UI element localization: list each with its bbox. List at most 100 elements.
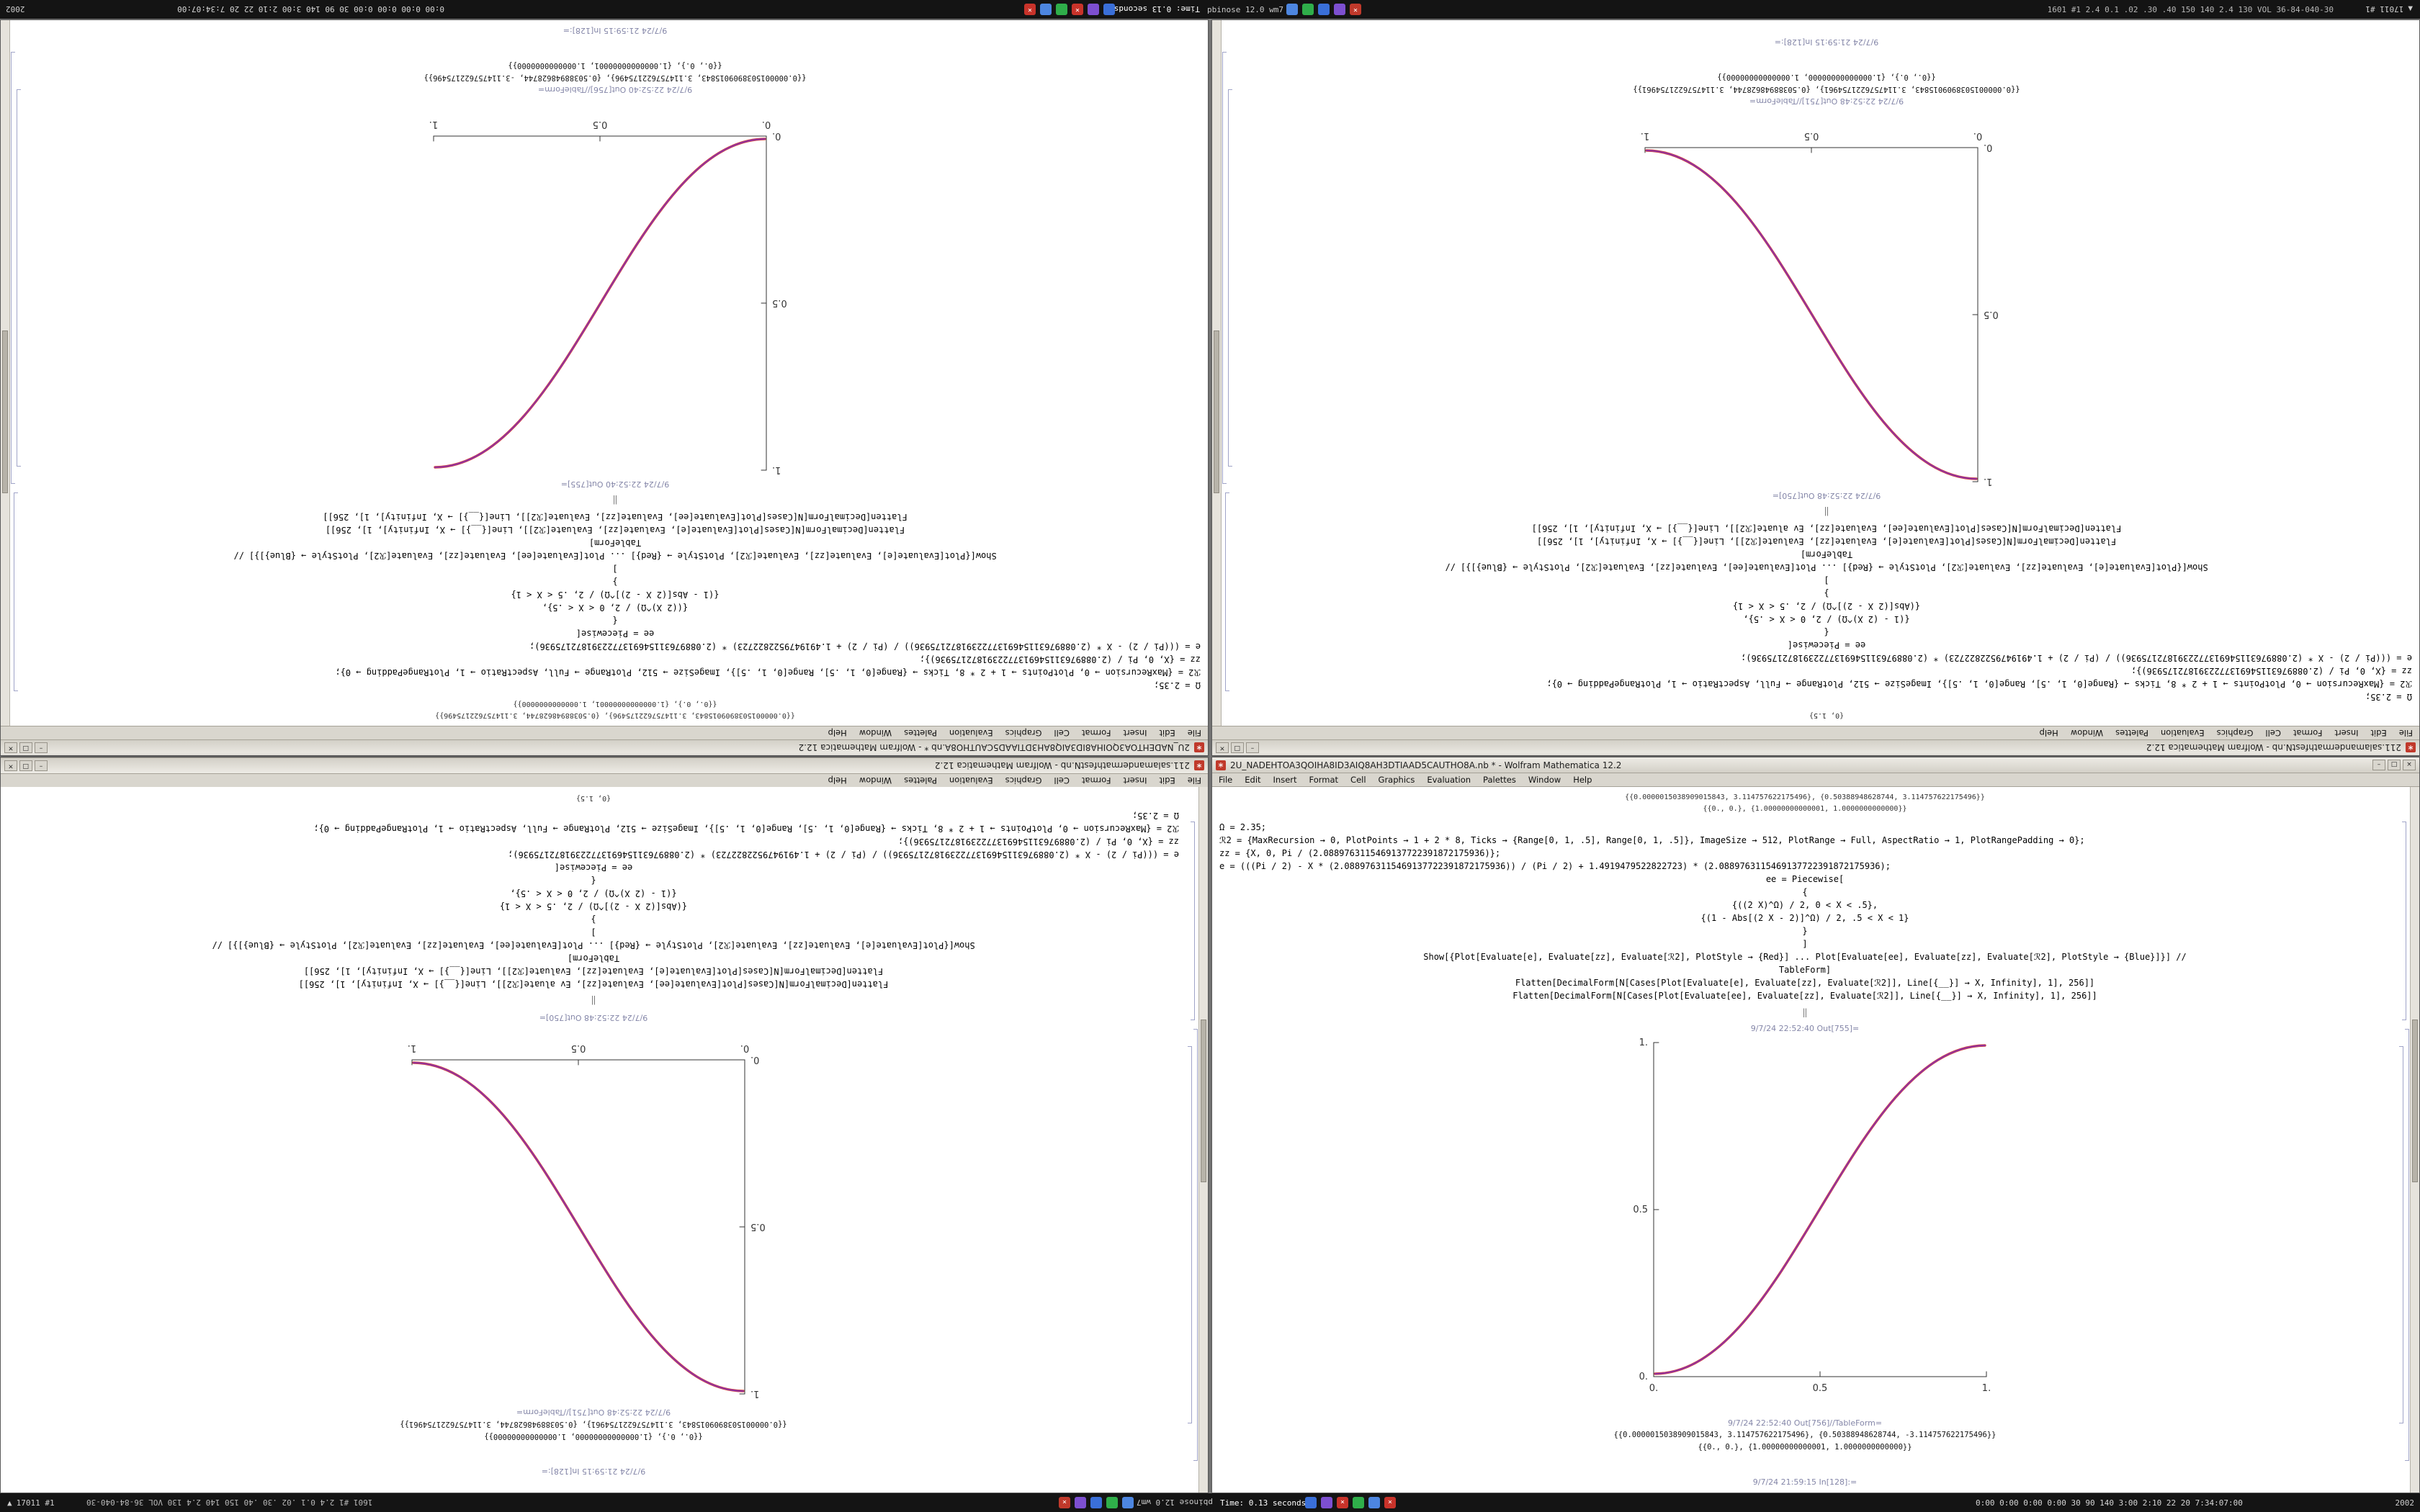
input-code-line[interactable]: ] bbox=[612, 564, 618, 574]
menu-item-file[interactable]: File bbox=[1187, 728, 1201, 738]
input-code-line[interactable]: Flatten[DecimalForm[N[Cases[Plot[Evaluat… bbox=[325, 525, 905, 535]
input-code-line[interactable]: } bbox=[591, 914, 596, 924]
input-code-line[interactable]: ] bbox=[1824, 575, 1829, 585]
cell-bracket[interactable] bbox=[2399, 1046, 2403, 1423]
cell-bracket[interactable] bbox=[1228, 89, 1232, 467]
menu-item-graphics[interactable]: Graphics bbox=[1378, 775, 1415, 785]
menu-item-evaluation[interactable]: Evaluation bbox=[2160, 728, 2205, 738]
cell-bracket[interactable] bbox=[11, 52, 15, 484]
menu-item-cell[interactable]: Cell bbox=[2265, 728, 2281, 738]
menu-item-palettes[interactable]: Palettes bbox=[1483, 775, 1516, 785]
input-code-line[interactable]: zz = {X, 0, Pi / (2.08897631154691377223… bbox=[897, 837, 1179, 847]
minimize-button[interactable]: – bbox=[2372, 760, 2385, 770]
menu-item-cell[interactable]: Cell bbox=[1054, 775, 1070, 786]
blue-app-icon[interactable] bbox=[1090, 1497, 1102, 1508]
input-code-line[interactable]: } bbox=[1824, 588, 1829, 598]
menu-item-window[interactable]: Window bbox=[859, 775, 892, 786]
input-code-line[interactable]: zz = {X, 0, Pi / (2.08897631154691377223… bbox=[1219, 848, 1501, 858]
input-code-line[interactable]: {((2 X)^Ω) / 2, 0 < X < .5}, bbox=[542, 603, 689, 613]
green-app-icon-2[interactable] bbox=[1353, 1497, 1364, 1508]
input-code-line[interactable]: Show[{Plot[Evaluate[e], Evaluate[zz], Ev… bbox=[1445, 562, 2208, 572]
mathematica-taskbar-icon[interactable]: × bbox=[1350, 4, 1361, 15]
menu-item-cell[interactable]: Cell bbox=[1054, 728, 1070, 738]
menu-item-format[interactable]: Format bbox=[1081, 728, 1111, 738]
violet-app-icon[interactable] bbox=[1075, 1497, 1086, 1508]
menu-item-edit[interactable]: Edit bbox=[2370, 728, 2387, 738]
maximize-button[interactable]: □ bbox=[19, 742, 32, 753]
input-code-line[interactable]: { bbox=[1824, 627, 1829, 637]
menu-item-graphics[interactable]: Graphics bbox=[2216, 728, 2254, 738]
close-button[interactable]: × bbox=[4, 742, 17, 753]
red-close-icon-2[interactable]: × bbox=[1384, 1497, 1396, 1508]
vertical-scrollbar[interactable] bbox=[1212, 20, 1222, 726]
blue-app-icon-2[interactable] bbox=[1122, 1497, 1134, 1508]
taskbar-arrow-icon[interactable]: ▲ bbox=[7, 1498, 12, 1508]
input-code-line[interactable]: Flatten[DecimalForm[N[Cases[Plot[Evaluat… bbox=[1536, 536, 2117, 546]
input-code-line[interactable]: e = (((Pi / 2) - X * (2.0889763115469137… bbox=[1219, 861, 1891, 871]
input-code-line[interactable]: Show[{Plot[Evaluate[e], Evaluate[zz], Ev… bbox=[1423, 952, 2187, 962]
minimize-button[interactable]: – bbox=[35, 760, 48, 771]
blue-app-icon-4[interactable] bbox=[1368, 1497, 1380, 1508]
red-close-icon[interactable]: × bbox=[1072, 4, 1083, 15]
taskbar-workspace-label[interactable]: 17011 #1 bbox=[2365, 4, 2404, 14]
input-code-line[interactable]: ] bbox=[591, 927, 596, 937]
input-code-line[interactable]: zz = {X, 0, Pi / (2.08897631154691377223… bbox=[2130, 666, 2412, 676]
window-titlebar[interactable]: ∗ 211.salamandermathfestN.nb - Wolfram M… bbox=[1, 757, 1208, 773]
menu-item-help[interactable]: Help bbox=[828, 728, 847, 738]
violet-app-icon-2[interactable] bbox=[1088, 4, 1099, 15]
input-code-line[interactable]: {(Abs[(2 X - 2)]^Ω) / 2, .5 < X < 1} bbox=[1732, 601, 1921, 611]
blue-app-icon-3[interactable] bbox=[1305, 1497, 1317, 1508]
menu-item-insert[interactable]: Insert bbox=[2334, 728, 2359, 738]
maximize-button[interactable]: □ bbox=[2388, 760, 2401, 770]
scrollbar-thumb[interactable] bbox=[2, 330, 8, 493]
input-code-line[interactable]: Flatten[DecimalForm[N[Cases[Plot[Evaluat… bbox=[298, 979, 889, 989]
window-titlebar[interactable]: ∗ 2U_NADEHTOA3QOIHA8ID3AIQ8AH3DTIAAD5CAU… bbox=[1212, 757, 2419, 773]
scrollbar-thumb[interactable] bbox=[1214, 330, 1219, 493]
input-code-line[interactable]: e = (((Pi / 2) - X * (2.0889763115469137… bbox=[1741, 653, 2412, 663]
blue-app-icon-4[interactable] bbox=[1040, 4, 1052, 15]
input-code-line[interactable]: ℛ2 = {MaxRecursion → 0, PlotPoints → 1 +… bbox=[335, 667, 1201, 678]
menu-item-help[interactable]: Help bbox=[1573, 775, 1592, 785]
cell-bracket[interactable] bbox=[1225, 492, 1229, 691]
taskbar-workspace-label[interactable]: 17011 #1 bbox=[16, 1498, 55, 1508]
menu-item-help[interactable]: Help bbox=[2039, 728, 2058, 738]
input-code-line[interactable]: Flatten[DecimalForm[N[Cases[Plot[Evaluat… bbox=[1515, 978, 2095, 988]
input-code-line[interactable]: ℛ2 = {MaxRecursion → 0, PlotPoints → 1 +… bbox=[1546, 679, 2412, 689]
menu-item-insert[interactable]: Insert bbox=[1273, 775, 1297, 785]
input-code-line[interactable]: Ω = 2.35; bbox=[2365, 692, 2412, 702]
input-code-line[interactable]: Flatten[DecimalForm[N[Cases[Plot[Evaluat… bbox=[303, 966, 884, 976]
input-code-line[interactable]: } bbox=[1802, 926, 1808, 936]
cell-bracket[interactable] bbox=[2405, 1029, 2409, 1461]
red-close-icon-2[interactable]: × bbox=[1024, 4, 1036, 15]
input-code-line[interactable]: ee = Piecewise[ bbox=[575, 629, 655, 639]
menu-item-graphics[interactable]: Graphics bbox=[1005, 775, 1042, 786]
blue-app-icon-3[interactable] bbox=[1103, 4, 1115, 15]
input-code-line[interactable]: ee = Piecewise[ bbox=[554, 863, 633, 873]
menu-item-format[interactable]: Format bbox=[1081, 775, 1111, 786]
menu-item-cell[interactable]: Cell bbox=[1350, 775, 1366, 785]
menu-item-help[interactable]: Help bbox=[828, 775, 847, 786]
menu-item-edit[interactable]: Edit bbox=[1159, 775, 1175, 786]
input-code-line[interactable]: {(1 - Abs[(2 X - 2)]^Ω) / 2, .5 < X < 1} bbox=[1700, 913, 1909, 923]
cell-bracket[interactable] bbox=[17, 89, 21, 467]
maximize-button[interactable]: □ bbox=[1231, 742, 1244, 753]
cell-bracket[interactable] bbox=[1193, 1029, 1198, 1461]
input-code-line[interactable]: ℛ2 = {MaxRecursion → 0, PlotPoints → 1 +… bbox=[313, 824, 1179, 834]
menu-item-evaluation[interactable]: Evaluation bbox=[949, 775, 993, 786]
minimize-button[interactable]: – bbox=[1246, 742, 1259, 753]
window-titlebar[interactable]: ∗ 2U_NADEHTOA3QOIHA8ID3AIQ8AH3DTIAAD5CAU… bbox=[1, 739, 1208, 755]
input-code-line[interactable]: Ω = 2.35; bbox=[1153, 680, 1201, 690]
violet-app-icon[interactable] bbox=[1334, 4, 1345, 15]
menu-item-file[interactable]: File bbox=[2398, 728, 2413, 738]
input-code-line[interactable]: TableForm] bbox=[588, 538, 642, 548]
input-code-line[interactable]: Flatten[DecimalForm[N[Cases[Plot[Evaluat… bbox=[323, 512, 908, 522]
close-button[interactable]: × bbox=[1216, 742, 1229, 753]
menu-item-format[interactable]: Format bbox=[1309, 775, 1339, 785]
cell-bracket[interactable] bbox=[1222, 52, 1227, 484]
green-app-icon[interactable] bbox=[1106, 1497, 1118, 1508]
menu-item-insert[interactable]: Insert bbox=[1123, 728, 1147, 738]
menu-item-edit[interactable]: Edit bbox=[1245, 775, 1261, 785]
close-button[interactable]: × bbox=[2403, 760, 2416, 770]
input-code-line[interactable]: Ω = 2.35; bbox=[1131, 811, 1179, 821]
input-code-line[interactable]: } bbox=[612, 577, 618, 587]
